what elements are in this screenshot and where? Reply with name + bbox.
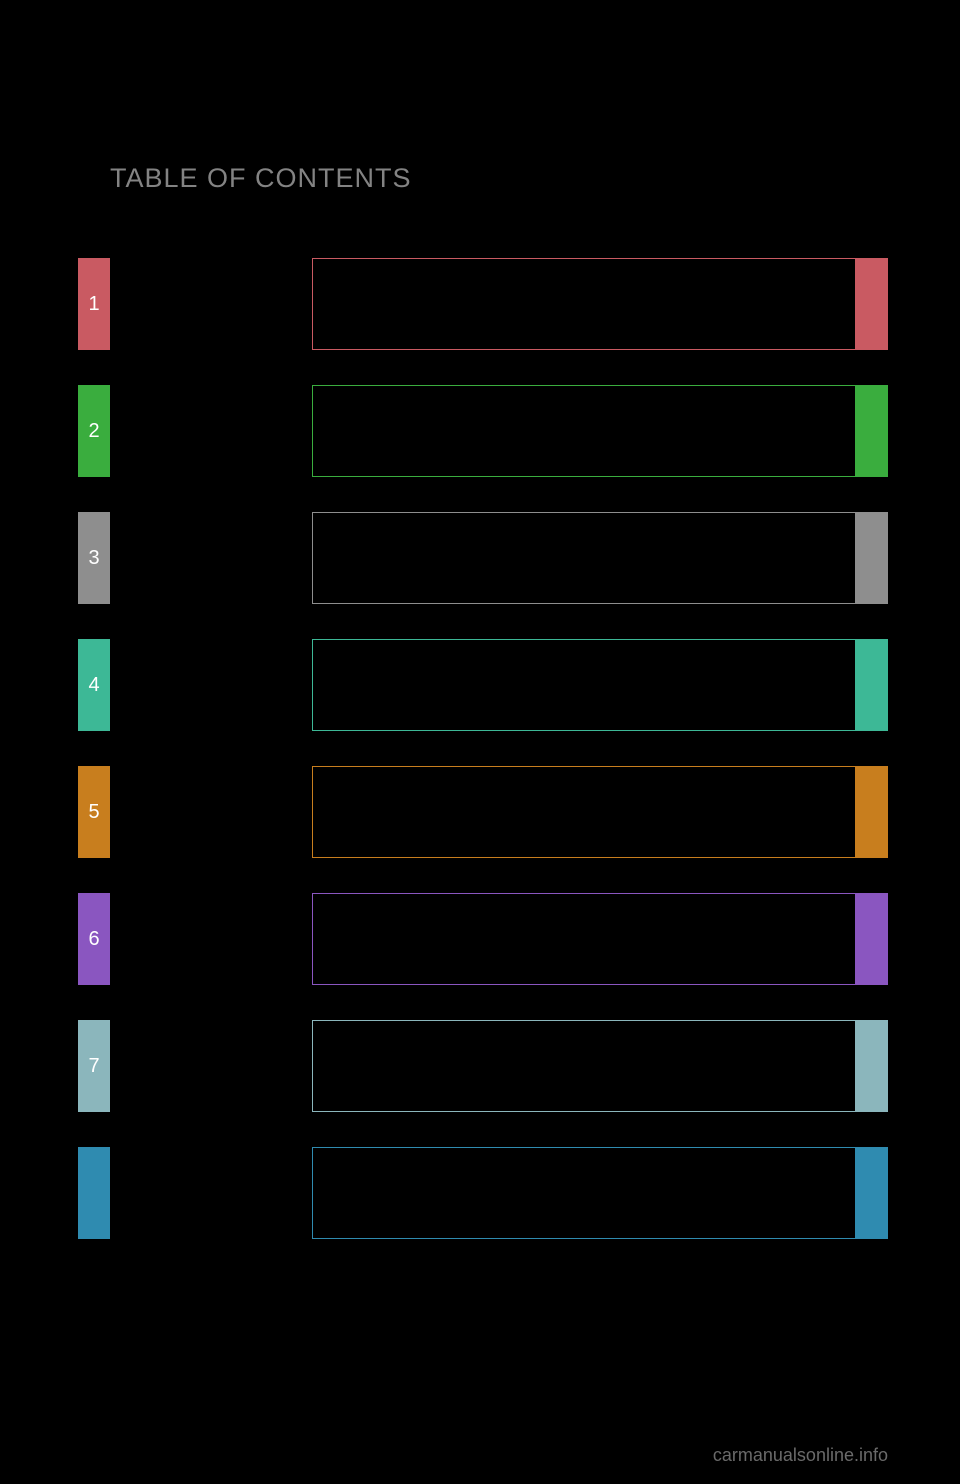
end-tab-8	[856, 1147, 888, 1239]
number-tab-6: 6	[78, 893, 110, 985]
row-gap	[110, 639, 312, 731]
row-gap	[110, 893, 312, 985]
number-tab-2: 2	[78, 385, 110, 477]
toc-row-6: 6	[78, 893, 888, 985]
content-box-3	[312, 512, 856, 604]
row-gap	[110, 512, 312, 604]
toc-row-3: 3	[78, 512, 888, 604]
end-tab-5	[856, 766, 888, 858]
end-tab-2	[856, 385, 888, 477]
toc-row-2: 2	[78, 385, 888, 477]
end-tab-6	[856, 893, 888, 985]
row-gap	[110, 766, 312, 858]
watermark-text: carmanualsonline.info	[713, 1445, 888, 1466]
number-tab-1: 1	[78, 258, 110, 350]
end-tab-1	[856, 258, 888, 350]
end-tab-3	[856, 512, 888, 604]
number-tab-8	[78, 1147, 110, 1239]
end-tab-7	[856, 1020, 888, 1112]
content-box-1	[312, 258, 856, 350]
toc-row-5: 5	[78, 766, 888, 858]
content-box-8	[312, 1147, 856, 1239]
number-tab-5: 5	[78, 766, 110, 858]
end-tab-4	[856, 639, 888, 731]
toc-row-1: 1	[78, 258, 888, 350]
number-tab-4: 4	[78, 639, 110, 731]
content-box-4	[312, 639, 856, 731]
toc-row-8	[78, 1147, 888, 1239]
content-box-2	[312, 385, 856, 477]
row-gap	[110, 385, 312, 477]
page-title: TABLE OF CONTENTS	[110, 163, 412, 194]
row-gap	[110, 1020, 312, 1112]
toc-container: 1 2 3 4 5 6 7	[78, 258, 888, 1274]
row-gap	[110, 258, 312, 350]
content-box-7	[312, 1020, 856, 1112]
row-gap	[110, 1147, 312, 1239]
content-box-6	[312, 893, 856, 985]
toc-row-4: 4	[78, 639, 888, 731]
number-tab-7: 7	[78, 1020, 110, 1112]
number-tab-3: 3	[78, 512, 110, 604]
content-box-5	[312, 766, 856, 858]
toc-row-7: 7	[78, 1020, 888, 1112]
